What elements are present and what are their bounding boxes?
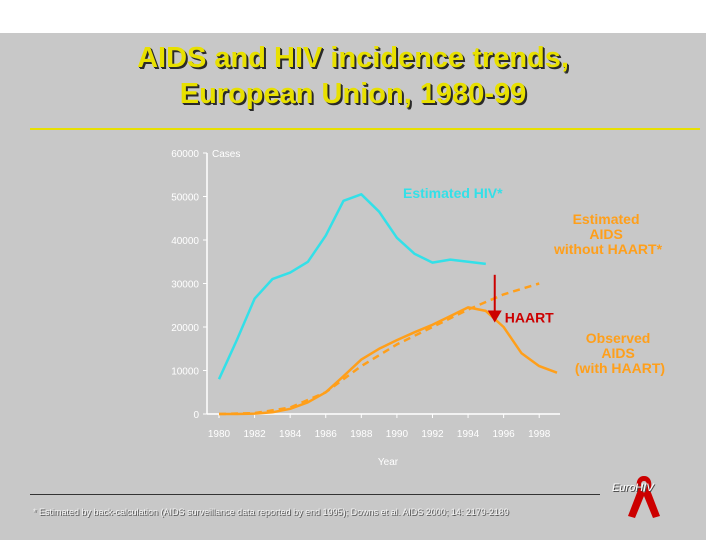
aids-estimated-label-line: Estimated (573, 211, 640, 227)
x-tick-label: 1992 (421, 429, 444, 440)
footer-divider (30, 494, 600, 495)
aids-estimated-label-line: AIDS (589, 226, 622, 242)
hiv-series-label: Estimated HIV* (403, 185, 503, 201)
footnote: * Estimated by back-calculation (AIDS su… (33, 507, 509, 517)
haart-arrow-head (487, 310, 502, 323)
y-tick-label: 10000 (171, 367, 199, 378)
aids-estimated-label-line: without HAART* (553, 241, 663, 257)
x-axis-label: Year (378, 457, 399, 468)
x-tick-label: 1986 (315, 429, 338, 440)
eurohiv-brand: EuroHIV (612, 482, 654, 494)
haart-annotation: HAART (505, 309, 554, 325)
aids-estimated-label: Estimated AIDS without HAART* (553, 211, 663, 257)
title-divider (30, 128, 700, 130)
title-line-1: AIDS and HIV incidence trends, (137, 42, 569, 74)
x-tick-label: 1980 (208, 429, 231, 440)
y-tick-label: 50000 (171, 193, 199, 204)
y-tick-label: 20000 (171, 323, 199, 334)
y-tick-label: 30000 (171, 280, 199, 291)
x-axis-ticks: 1980 1982 1984 1986 1988 1990 1992 1994 1996 1998 (208, 414, 551, 440)
aids-observed-label-line: AIDS (601, 345, 634, 361)
x-tick-label: 1982 (243, 429, 266, 440)
aids-observed-label-line: Observed (586, 330, 651, 346)
aids-observed-label-line: (with HAART) (575, 360, 665, 376)
incidence-chart: 0 10000 20000 30000 40000 50000 60000 1980 1982… (171, 149, 665, 468)
y-tick-label: 0 (193, 410, 199, 421)
y-tick-label: 40000 (171, 236, 199, 247)
haart-arrow (487, 274, 502, 323)
title-line-2: European Union, 1980-99 (179, 78, 527, 110)
x-tick-label: 1988 (350, 429, 373, 440)
hiv-series-line (217, 193, 486, 380)
x-tick-label: 1996 (493, 429, 516, 440)
y-axis-label: Cases (212, 149, 240, 160)
x-tick-label: 1990 (386, 429, 409, 440)
series-layer (217, 193, 558, 416)
x-tick-label: 1998 (528, 429, 551, 440)
aids-estimated-line (218, 282, 540, 416)
x-tick-label: 1994 (457, 429, 480, 440)
y-tick-label: 60000 (171, 149, 199, 160)
red-ribbon-icon (628, 476, 660, 518)
y-axis-ticks: 0 10000 20000 30000 40000 50000 60000 (171, 149, 207, 421)
slide-background: AIDS and HIV incidence trends, European … (0, 33, 706, 540)
aids-observed-line (219, 306, 558, 416)
aids-observed-label: Observed AIDS (with HAART) (575, 330, 665, 376)
x-tick-label: 1984 (279, 429, 302, 440)
